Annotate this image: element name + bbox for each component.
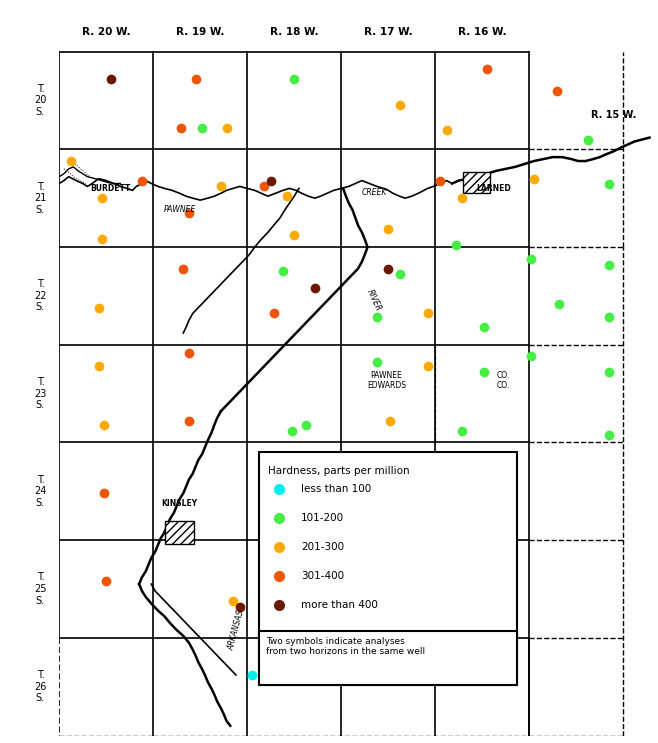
Text: Hardness, parts per million: Hardness, parts per million <box>268 466 409 476</box>
Bar <box>165 521 193 544</box>
Text: KINSLEY: KINSLEY <box>161 499 197 507</box>
Text: R. 19 W.: R. 19 W. <box>176 27 224 37</box>
Text: T.
20
S.: T. 20 S. <box>34 84 47 117</box>
Text: T.
22
S.: T. 22 S. <box>34 279 47 313</box>
Text: EDWARDS: EDWARDS <box>367 381 406 390</box>
Text: BURDETT: BURDETT <box>91 184 131 193</box>
Text: CREEK: CREEK <box>361 188 387 197</box>
Text: R. 16 W.: R. 16 W. <box>458 27 507 37</box>
Text: CO.: CO. <box>496 381 509 390</box>
Text: T.
24
S.: T. 24 S. <box>34 475 47 508</box>
Text: T.
23
S.: T. 23 S. <box>34 377 47 410</box>
Text: T.
25
S.: T. 25 S. <box>34 572 47 606</box>
Bar <box>259 631 517 685</box>
Text: R. 18 W.: R. 18 W. <box>270 27 318 37</box>
Text: 101-200: 101-200 <box>301 513 344 523</box>
Text: 301-400: 301-400 <box>301 571 344 581</box>
Text: more than 400: more than 400 <box>301 600 378 610</box>
Text: T.
26
S.: T. 26 S. <box>34 670 47 704</box>
Text: less than 100: less than 100 <box>301 484 371 494</box>
Text: PAWNEE: PAWNEE <box>370 372 402 380</box>
Text: CO.: CO. <box>496 372 509 380</box>
Text: PAWNEE: PAWNEE <box>163 205 195 215</box>
Bar <box>259 452 517 685</box>
Text: RIVER: RIVER <box>365 288 383 313</box>
Text: T.
21
S.: T. 21 S. <box>34 181 47 215</box>
Text: R. 20 W.: R. 20 W. <box>82 27 130 37</box>
Text: LARNED: LARNED <box>476 184 511 193</box>
Bar <box>463 172 490 193</box>
Text: 201-300: 201-300 <box>301 542 344 552</box>
Text: R. 15 W.: R. 15 W. <box>591 110 636 120</box>
Text: ARKANSAS: ARKANSAS <box>226 609 245 652</box>
Text: R. 17 W.: R. 17 W. <box>364 27 413 37</box>
Text: Two symbols indicate analyses
from two horizons in the same well: Two symbols indicate analyses from two h… <box>266 637 425 656</box>
